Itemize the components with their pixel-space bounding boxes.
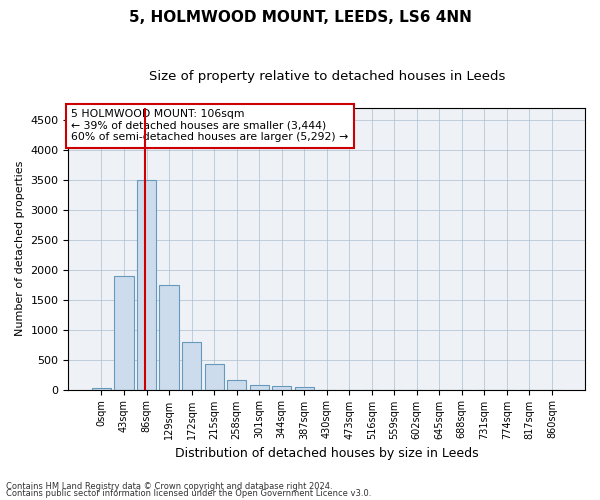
X-axis label: Distribution of detached houses by size in Leeds: Distribution of detached houses by size … [175,447,479,460]
Text: 5 HOLMWOOD MOUNT: 106sqm
← 39% of detached houses are smaller (3,444)
60% of sem: 5 HOLMWOOD MOUNT: 106sqm ← 39% of detach… [71,109,348,142]
Text: 5, HOLMWOOD MOUNT, LEEDS, LS6 4NN: 5, HOLMWOOD MOUNT, LEEDS, LS6 4NN [128,10,472,25]
Y-axis label: Number of detached properties: Number of detached properties [15,161,25,336]
Bar [205,364,224,390]
Text: Contains public sector information licensed under the Open Government Licence v3: Contains public sector information licen… [6,489,371,498]
Bar [160,284,179,390]
Bar [272,386,291,390]
Bar [92,388,111,390]
Bar [137,180,156,390]
Bar [182,342,201,390]
Text: Contains HM Land Registry data © Crown copyright and database right 2024.: Contains HM Land Registry data © Crown c… [6,482,332,491]
Bar [295,386,314,390]
Title: Size of property relative to detached houses in Leeds: Size of property relative to detached ho… [149,70,505,83]
Bar [227,380,246,390]
Bar [115,276,134,390]
Bar [250,385,269,390]
